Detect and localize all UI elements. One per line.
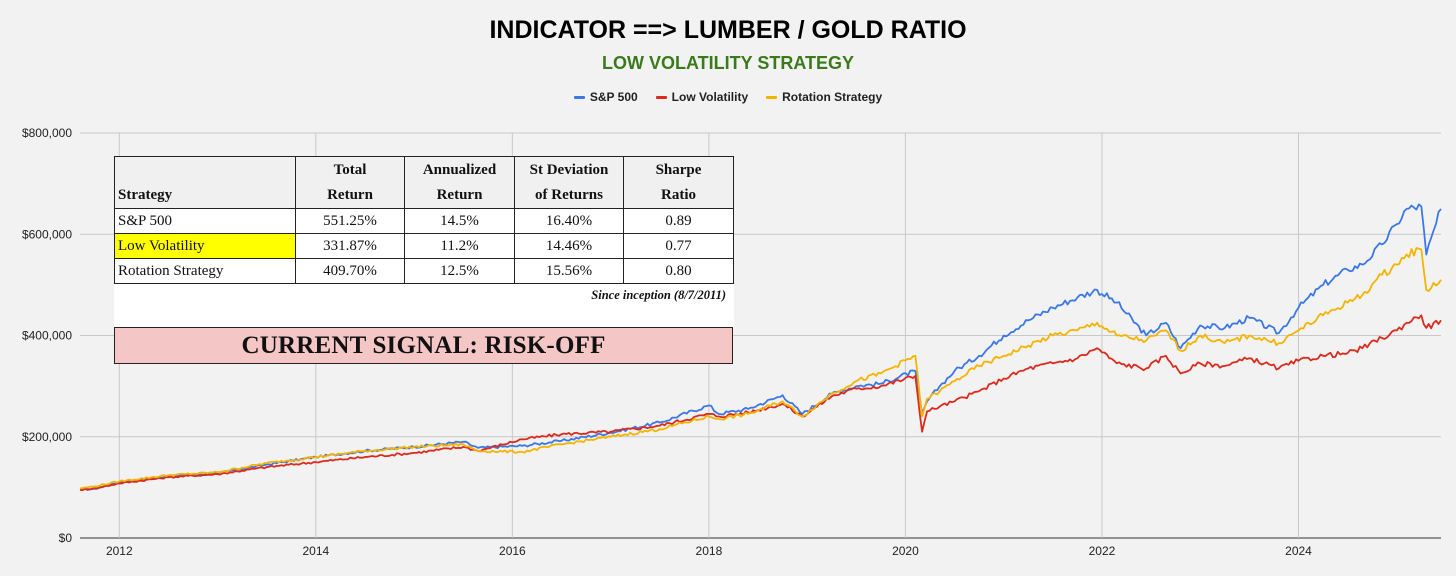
cell-total-return: 409.70% (295, 258, 405, 284)
series-line-low-volatility (79, 314, 1442, 492)
legend-swatch-low-volatility (655, 95, 667, 99)
x-tick-label: 2012 (106, 544, 133, 558)
table-row: S&P 500 551.25% 14.5% 16.40% 0.89 (114, 208, 734, 234)
table-row: Rotation Strategy 409.70% 12.5% 15.56% 0… (114, 258, 734, 284)
chart-legend: S&P 500 Low Volatility Rotation Strategy (0, 90, 1456, 104)
inception-note: Since inception (8/7/2011) (591, 288, 726, 302)
inception-band: Since inception (8/7/2011) (114, 284, 734, 328)
series-lines (79, 203, 1442, 492)
header-total-return: Total Return (295, 156, 405, 209)
stats-table: Strategy Total Return Annualized Return St… (114, 156, 734, 284)
stats-header-row: Strategy Total Return Annualized Return St… (114, 156, 734, 209)
legend-item-rotation-strategy[interactable]: Rotation Strategy (766, 90, 882, 104)
cell-st-deviation: 16.40% (514, 208, 624, 234)
x-tick-label: 2014 (302, 544, 329, 558)
cell-annualized-return: 12.5% (404, 258, 515, 284)
cell-annualized-return: 11.2% (404, 233, 515, 259)
header-annualized-return: Annualized Return (404, 156, 515, 209)
legend-item-sp500[interactable]: S&P 500 (573, 90, 638, 104)
y-tick-label: $200,000 (22, 430, 72, 444)
x-tick-label: 2016 (499, 544, 526, 558)
y-tick-label: $0 (59, 531, 73, 545)
cell-sharpe-ratio: 0.80 (623, 258, 734, 284)
axis-labels: $0 $200,000 $400,000 $600,000 $800,000 2012 20… (22, 126, 1312, 558)
chart-subtitle: LOW VOLATILITY STRATEGY (602, 53, 854, 73)
table-row: Low Volatility 331.87% 11.2% 14.46% 0.77 (114, 233, 734, 259)
cell-annualized-return: 14.5% (404, 208, 515, 234)
cell-strategy: S&P 500 (114, 208, 296, 234)
x-tick-label: 2024 (1285, 544, 1312, 558)
header-st-deviation: St Deviation of Returns (514, 156, 624, 209)
cell-strategy-highlighted: Low Volatility (114, 233, 296, 259)
cell-total-return: 331.87% (295, 233, 405, 259)
y-tick-label: $400,000 (22, 329, 72, 343)
cell-st-deviation: 14.46% (514, 233, 624, 259)
legend-label-rotation-strategy: Rotation Strategy (782, 90, 883, 104)
chart-title: INDICATOR ==> LUMBER / GOLD RATIO (489, 16, 967, 44)
legend-item-low-volatility[interactable]: Low Volatility (655, 90, 749, 104)
x-tick-label: 2020 (892, 544, 919, 558)
cell-st-deviation: 15.56% (514, 258, 624, 284)
current-signal-banner: CURRENT SIGNAL: RISK-OFF (114, 327, 733, 364)
legend-label-sp500: S&P 500 (589, 90, 638, 104)
legend-label-low-volatility: Low Volatility (671, 90, 749, 104)
cell-total-return: 551.25% (295, 208, 405, 234)
cell-sharpe-ratio: 0.77 (623, 233, 734, 259)
stats-panel: Strategy Total Return Annualized Return St… (114, 156, 734, 365)
series-line-rotation-strategy (79, 247, 1442, 490)
header-sharpe-ratio: Sharpe Ratio (623, 156, 734, 209)
x-tick-label: 2018 (696, 544, 723, 558)
y-tick-label: $600,000 (22, 227, 72, 241)
cell-sharpe-ratio: 0.89 (623, 208, 734, 234)
cell-strategy: Rotation Strategy (114, 258, 296, 284)
y-tick-label: $800,000 (22, 126, 72, 140)
header-strategy: Strategy (114, 156, 296, 209)
x-tick-label: 2022 (1089, 544, 1116, 558)
legend-swatch-sp500 (573, 95, 585, 99)
legend-swatch-rotation-strategy (766, 95, 778, 99)
